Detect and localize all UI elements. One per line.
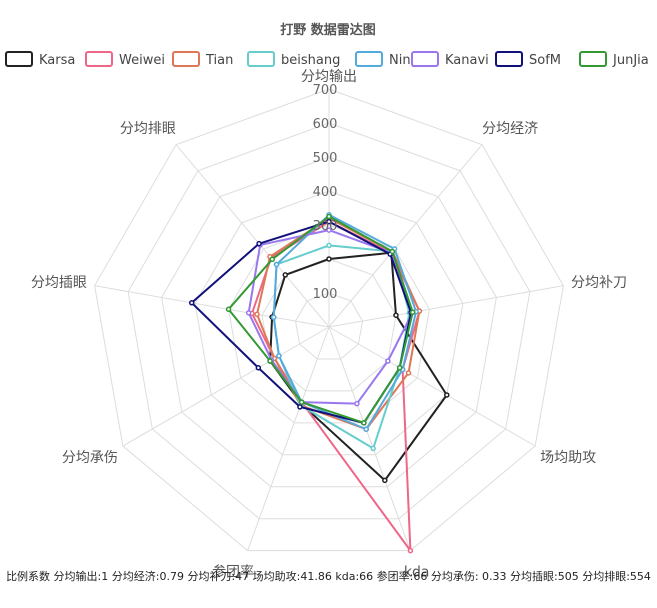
series-junjia-point [298,399,305,405]
legend-swatch-kanavi[interactable] [411,51,439,67]
series-ning-point [273,261,280,268]
coefficient-footer: 比例系数 分均输出:1 分均经济:0.79 分均补刀:47 场均助攻:41.86… [6,570,651,583]
tick-label-700: 700 [313,83,338,98]
legend-label-beishang[interactable]: beishang [281,53,340,68]
axis-label-4: kda [404,564,430,580]
series-sofm-line [190,220,413,424]
chart-title: 打野 数据雷达图 [280,22,376,38]
series-junjia-point [326,213,332,220]
series-weiwei-point [407,547,414,554]
series-junjia-point [409,309,416,315]
legend-swatch-karsa[interactable] [5,51,33,67]
series-sofm-point [188,300,195,306]
series-karsa-point [444,392,450,398]
legend-label-junjia[interactable]: JunJia [612,53,649,68]
legend: Karsa Weiwei Tian beishang Ning Kanavi SofM Jun… [5,51,649,68]
series-sofm-point [326,218,332,225]
tick-label-500: 500 [313,151,338,166]
grid-ring-600 [127,122,531,520]
series-junjia-line [227,215,414,424]
grid-ring-500 [161,156,497,488]
axis-label-5: 参团率 [212,563,254,580]
axis-spoke [122,326,330,447]
series-junjia-point [225,306,232,313]
axis-spoke [247,326,330,551]
series-beishang-point [326,242,332,249]
series-ning-point [276,353,282,359]
axis-label-7: 分均插眼 [31,275,87,291]
tick-label-600: 600 [313,117,338,132]
series-junjia-point [389,248,396,255]
legend-swatch-junjia[interactable] [579,51,607,67]
series-sofm-point [297,404,303,410]
tick-label-100: 100 [313,287,338,302]
legend-swatch-tian[interactable] [172,51,200,67]
series-junjia-point [396,365,403,371]
legend-swatch-weiwei[interactable] [85,51,113,67]
grid-ring-700 [94,88,564,552]
series-karsa-line [269,251,448,482]
series-tian-point [405,370,412,376]
legend-label-kanavi[interactable]: Kanavi [445,53,489,68]
series-ning-point [271,314,277,321]
series-kanavi-point [245,310,252,316]
series-karsa-point [393,312,399,318]
axis-label-3: 场均助攻 [540,450,596,466]
radar-grid [94,88,564,552]
series-junjia-point [267,358,273,364]
grid-ring-200 [261,258,397,392]
axis-label-6: 分均承伤 [62,450,118,466]
tick-label-400: 400 [313,185,338,200]
series-karsa-point [382,477,388,484]
axis-label-8: 分均排眼 [120,121,176,137]
axis-spoke [328,326,411,551]
legend-label-karsa[interactable]: Karsa [39,53,75,68]
series-sofm-point [255,365,262,371]
legend-label-tian[interactable]: Tian [205,53,233,68]
series-karsa-point [282,272,289,278]
series-kanavi-point [354,400,360,407]
axis-spoke [328,326,536,447]
axis-spoke [328,285,564,328]
series-junjia-point [361,420,367,426]
legend-swatch-beishang[interactable] [247,51,275,67]
axis-label-2: 分均补刀 [571,275,627,291]
grid-ring-400 [194,190,464,456]
legend-label-weiwei[interactable]: Weiwei [119,53,165,68]
series-kanavi-point [385,358,391,364]
tick-label-300: 300 [313,219,338,234]
axis-spoke [94,285,330,328]
series-group [188,212,450,554]
axis-label-0: 分均输出 [301,69,357,85]
series-kanavi-point [326,227,332,233]
series-tian-point [254,311,260,318]
legend-swatch-sofm[interactable] [495,51,523,67]
series-ning-point [363,426,369,432]
legend-swatch-ning[interactable] [355,51,383,67]
axis-spoke [328,144,483,328]
grid-ring-100 [294,292,364,360]
series-sofm-point [256,240,262,247]
series-beishang-point [370,445,376,452]
axis-spoke [175,144,330,328]
series-karsa-point [326,256,332,262]
axis-label-1: 分均经济 [482,121,538,137]
legend-label-sofm[interactable]: SofM [529,53,561,68]
series-junjia-point [269,256,275,263]
